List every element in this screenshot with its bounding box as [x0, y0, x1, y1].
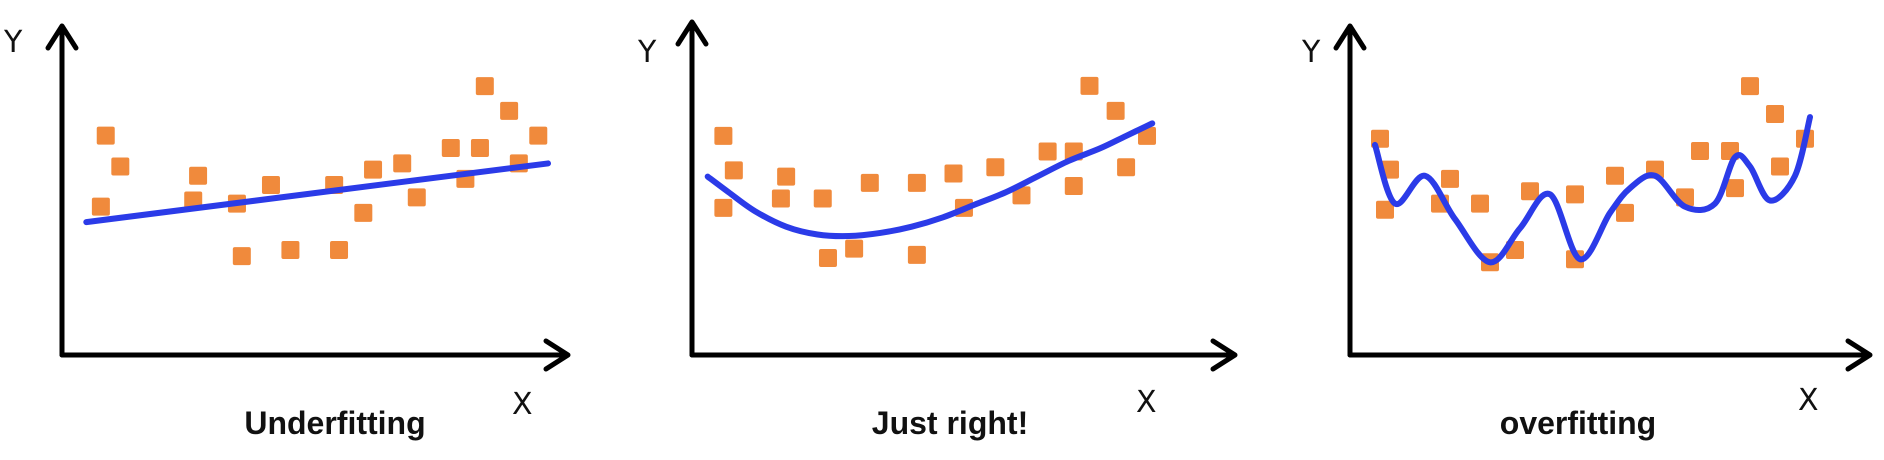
data-point: [986, 158, 1005, 177]
overfitting-plot: Y X: [1301, 23, 1873, 418]
data-point: [407, 188, 426, 207]
x-axis-label: X: [1798, 383, 1819, 418]
data-point: [771, 189, 790, 208]
data-point: [232, 247, 251, 266]
data-point: [500, 101, 519, 120]
data-point: [1138, 126, 1157, 145]
just-right-panel: Y X Just right!: [620, 0, 1280, 460]
data-point: [714, 198, 733, 217]
x-axis-arrow: [543, 338, 571, 372]
x-axis-arrow: [1845, 338, 1873, 372]
data-point: [818, 248, 837, 267]
data-point: [1012, 186, 1031, 205]
data-point: [1471, 194, 1489, 213]
data-point: [1606, 166, 1624, 185]
fitted-curve: [83, 160, 551, 226]
data-point: [907, 173, 926, 192]
data-point: [907, 245, 926, 264]
overfitting-caption: overfitting: [1499, 405, 1657, 441]
data-point: [1691, 142, 1709, 161]
data-point: [1741, 77, 1759, 96]
data-point: [1616, 203, 1634, 222]
data-point: [475, 77, 494, 96]
data-point: [529, 126, 548, 145]
x-axis-label: X: [512, 387, 533, 422]
y-axis-arrow: [45, 23, 79, 51]
data-point: [189, 166, 208, 185]
data-point: [1064, 176, 1083, 195]
data-point: [714, 126, 733, 145]
data-point: [1521, 182, 1539, 201]
x-axis-arrow: [1210, 338, 1238, 372]
data-point: [1106, 101, 1125, 120]
data-point: [1566, 250, 1584, 269]
data-point: [1376, 200, 1394, 219]
y-axis-label: Y: [637, 35, 657, 70]
underfitting-plot: Y X: [3, 23, 571, 422]
data-point: [354, 203, 373, 222]
data-point: [1566, 185, 1584, 204]
y-axis-arrow: [1333, 23, 1367, 51]
data-point: [845, 239, 864, 258]
data-point: [261, 176, 280, 195]
data-point: [281, 240, 300, 259]
data-point: [1726, 179, 1744, 198]
fitted-curve: [704, 120, 1156, 240]
data-point: [1080, 76, 1099, 95]
data-point: [1441, 169, 1459, 188]
y-axis-arrow: [675, 19, 709, 47]
data-point: [1771, 157, 1789, 176]
underfitting-caption: Underfitting: [244, 405, 426, 441]
data-point: [813, 189, 832, 208]
data-point: [364, 160, 383, 179]
data-point: [441, 138, 460, 157]
data-point: [96, 126, 115, 145]
overfitting-panel: Y X overfitting: [1280, 0, 1884, 460]
data-point: [944, 164, 963, 183]
x-axis-label: X: [1136, 385, 1157, 420]
fitted-curve: [1372, 114, 1813, 266]
underfitting-panel: Y X Underfitting: [0, 0, 620, 460]
data-point: [393, 154, 412, 173]
data-point: [1038, 142, 1057, 161]
y-axis-label: Y: [3, 25, 23, 60]
data-point: [470, 138, 489, 157]
data-point: [724, 161, 743, 180]
data-point: [860, 173, 879, 192]
data-point: [1117, 158, 1136, 177]
just-right-plot: Y X: [637, 19, 1238, 420]
data-point: [91, 197, 110, 216]
data-point: [777, 167, 796, 186]
data-point: [1766, 104, 1784, 123]
just-right-caption: Just right!: [871, 405, 1029, 441]
data-point: [330, 240, 349, 259]
y-axis-label: Y: [1301, 35, 1321, 70]
data-point: [111, 157, 130, 176]
